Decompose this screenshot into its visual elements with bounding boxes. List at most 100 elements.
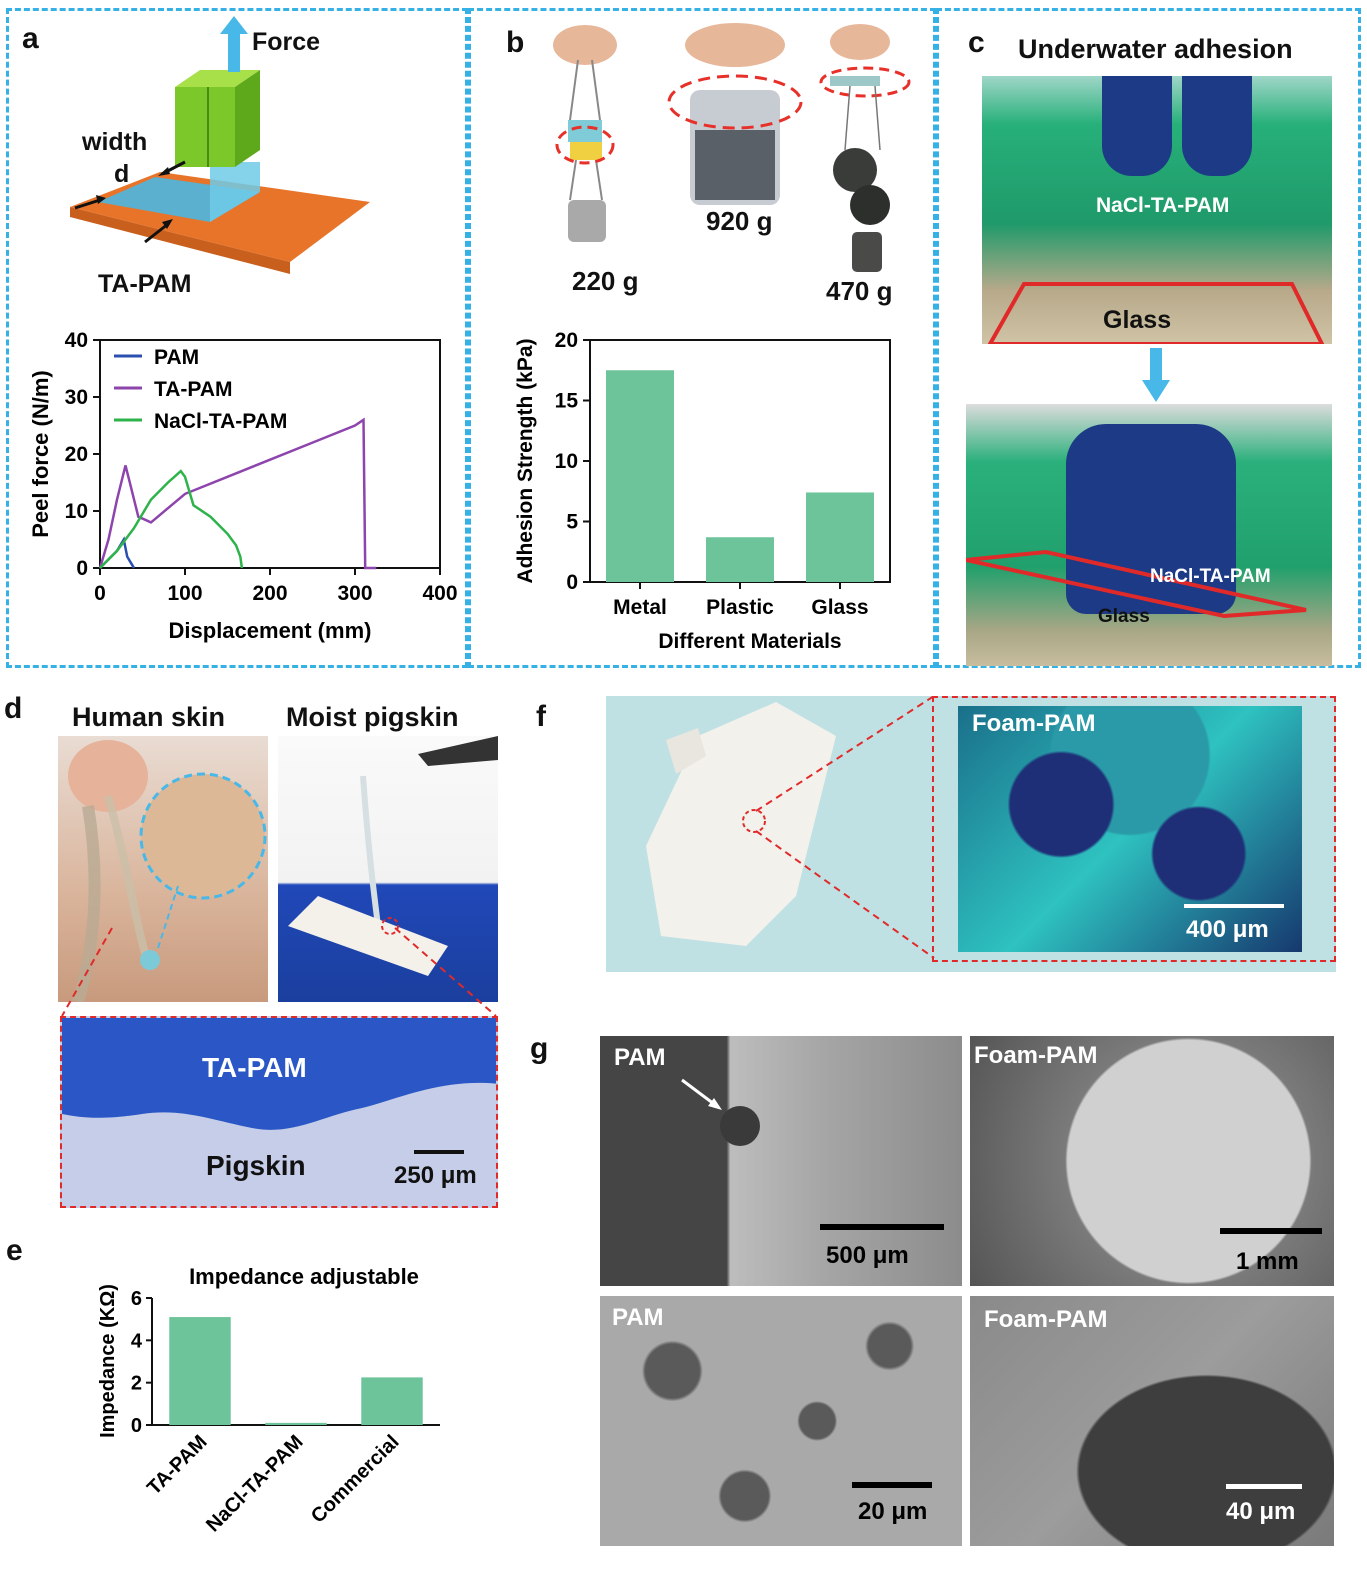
scale-bar-f bbox=[1184, 904, 1284, 908]
sem-tr-label: Foam-PAM bbox=[974, 1042, 1098, 1069]
impedance-bar bbox=[169, 1317, 231, 1425]
force-label: Force bbox=[252, 28, 321, 56]
width-label: width bbox=[82, 128, 148, 156]
peel-y-tick-label: 30 bbox=[65, 386, 88, 409]
panel-letter-a: a bbox=[22, 22, 39, 55]
ta-pam-zoom-label: TA-PAM bbox=[202, 1052, 307, 1083]
d-label: d bbox=[114, 160, 130, 188]
foam-inset-label: Foam-PAM bbox=[972, 710, 1096, 737]
impedance-category-label: Commercial bbox=[307, 1431, 404, 1528]
adhesion-y-tick-label: 5 bbox=[566, 511, 578, 534]
down-arrow-icon bbox=[1142, 348, 1170, 402]
ta-pam-schematic-label: TA-PAM bbox=[98, 270, 192, 298]
impedance-y-tick-label: 0 bbox=[131, 1415, 142, 1437]
adhesion-y-tick-label: 0 bbox=[566, 571, 578, 594]
adhesion-x-axis-label: Different Materials bbox=[658, 630, 841, 653]
peel-y-tick-label: 20 bbox=[65, 443, 88, 466]
scale-bar-g-br bbox=[1226, 1484, 1302, 1489]
foam-micrograph bbox=[958, 706, 1302, 952]
panel-letter-d: d bbox=[4, 692, 23, 725]
bottom-glass-label: Glass bbox=[1098, 606, 1150, 627]
peel-y-tick-label: 0 bbox=[76, 557, 88, 580]
scale-bar-d bbox=[414, 1150, 464, 1154]
impedance-bar bbox=[265, 1422, 327, 1425]
pigskin-photo bbox=[278, 736, 498, 1002]
peel-series-line-1 bbox=[98, 417, 377, 570]
impedance-chart-title: Impedance adjustable bbox=[189, 1264, 419, 1289]
panel-letter-g: g bbox=[530, 1032, 549, 1065]
sem-br-scale: 40 μm bbox=[1226, 1498, 1296, 1525]
peel-x-axis-label: Displacement (mm) bbox=[169, 618, 372, 643]
panel-letter-c: c bbox=[968, 26, 985, 59]
pigskin-interface-zoom bbox=[60, 1016, 498, 1208]
impedance-y-tick-label: 2 bbox=[131, 1373, 142, 1395]
peel-y-tick-label: 40 bbox=[65, 329, 88, 352]
adhesion-bar bbox=[706, 537, 774, 582]
zoom-lines-d bbox=[61, 927, 497, 1017]
underwater-title: Underwater adhesion bbox=[1018, 34, 1293, 64]
sem-tl-label: PAM bbox=[614, 1044, 666, 1071]
pigskin-zoom-label: Pigskin bbox=[206, 1150, 306, 1181]
peel-x-tick-label: 200 bbox=[252, 582, 287, 605]
scale-label-d: 250 μm bbox=[394, 1162, 477, 1189]
peel-x-tick-label: 0 bbox=[94, 582, 106, 605]
impedance-chart: Impedance adjustable 0 2 4 6 TA-PAMNaCl-TA-… bbox=[97, 1264, 440, 1536]
panel-b-frame bbox=[468, 8, 936, 668]
impedance-y-tick-label: 6 bbox=[131, 1288, 142, 1310]
adhesion-y-tick-label: 20 bbox=[555, 329, 578, 352]
peel-legend-label: NaCl-TA-PAM bbox=[154, 410, 287, 433]
sem-tr-scale: 1 mm bbox=[1236, 1248, 1299, 1275]
adhesion-category-label: Glass bbox=[811, 596, 868, 619]
peel-x-tick-label: 300 bbox=[337, 582, 372, 605]
impedance-y-tick-label: 4 bbox=[131, 1330, 143, 1352]
impedance-category-label: NaCl-TA-PAM bbox=[202, 1431, 307, 1536]
impedance-bar bbox=[361, 1377, 423, 1425]
sem-br-label: Foam-PAM bbox=[984, 1306, 1108, 1333]
sem-foam-high bbox=[970, 1296, 1334, 1546]
peel-y-tick-label: 10 bbox=[65, 500, 88, 523]
moist-pigskin-title: Moist pigskin bbox=[286, 702, 459, 732]
impedance-category-label: TA-PAM bbox=[143, 1431, 211, 1499]
peel-y-axis-label: Peel force (N/m) bbox=[28, 370, 53, 538]
weight-label-470: 470 g bbox=[826, 276, 893, 306]
underwater-photo-top bbox=[982, 76, 1332, 344]
adhesion-y-tick-label: 15 bbox=[555, 390, 579, 413]
peel-x-tick-label: 100 bbox=[167, 582, 202, 605]
weight-label-220: 220 g bbox=[572, 266, 639, 296]
peel-force-chart: 0 100 200 300 400 0 10 20 30 40 PAM TA-PAM NaCl-TA-… bbox=[28, 329, 458, 643]
adhesion-strength-chart: 0 5 10 15 20 Metal Plastic Glass Different Mat… bbox=[514, 329, 891, 653]
adhesion-bar bbox=[606, 370, 674, 582]
human-skin-title: Human skin bbox=[72, 702, 226, 732]
peel-x-tick-label: 400 bbox=[422, 582, 457, 605]
peel-test-schematic bbox=[70, 16, 370, 274]
panel-a-frame bbox=[6, 8, 468, 668]
scale-bar-g-tr bbox=[1220, 1228, 1322, 1234]
adhesion-y-axis-label: Adhesion Strength (kPa) bbox=[514, 338, 537, 583]
panel-letter-f: f bbox=[536, 700, 546, 733]
sem-tl-scale: 500 μm bbox=[826, 1242, 909, 1269]
top-glass-label: Glass bbox=[1103, 306, 1172, 334]
underwater-photo-bottom bbox=[966, 404, 1332, 666]
panel-c-frame bbox=[936, 8, 1361, 668]
peel-legend-label: TA-PAM bbox=[154, 378, 233, 401]
weight-hanging-photos bbox=[553, 23, 911, 272]
sem-pam-low bbox=[600, 1036, 962, 1286]
impedance-y-axis-label: Impedance (KΩ) bbox=[97, 1284, 119, 1438]
sem-foam-low bbox=[970, 1036, 1334, 1286]
adhesion-bar bbox=[806, 492, 874, 582]
top-hydrogel-label: NaCl-TA-PAM bbox=[1096, 194, 1230, 217]
adhesion-category-label: Plastic bbox=[706, 596, 774, 619]
panel-letter-e: e bbox=[6, 1234, 23, 1267]
scale-bar-g-bl bbox=[852, 1482, 932, 1488]
panel-letter-b: b bbox=[506, 26, 525, 59]
adhesion-y-tick-label: 10 bbox=[555, 450, 578, 473]
weight-label-920: 920 g bbox=[706, 206, 773, 236]
foam-inset-frame bbox=[932, 696, 1336, 962]
peel-legend-label: PAM bbox=[154, 346, 199, 369]
adhesion-category-label: Metal bbox=[613, 596, 667, 619]
sem-pam-high bbox=[600, 1296, 962, 1546]
peel-series-line-2 bbox=[99, 469, 244, 569]
scale-label-f: 400 μm bbox=[1186, 916, 1269, 943]
scale-bar-g-tl bbox=[820, 1224, 944, 1230]
sem-bl-scale: 20 μm bbox=[858, 1498, 928, 1525]
